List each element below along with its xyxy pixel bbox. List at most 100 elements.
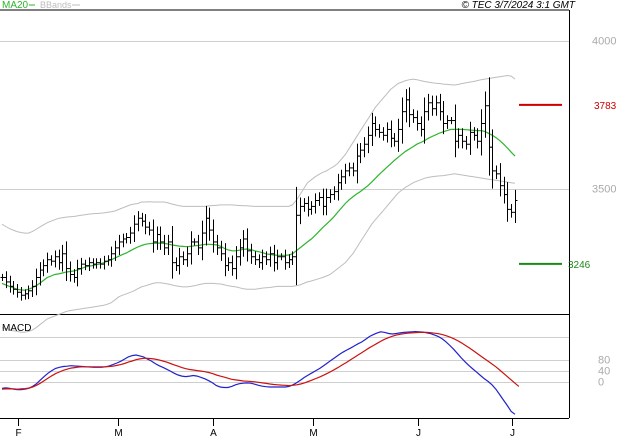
price-bar — [11, 281, 16, 295]
price-bar — [57, 249, 62, 270]
price-bar — [113, 240, 118, 261]
price-bar — [249, 243, 254, 264]
price-bar — [324, 188, 329, 216]
price-bar — [419, 116, 424, 137]
price-bar — [109, 246, 114, 267]
price-bar — [230, 255, 235, 276]
price-bar — [192, 238, 197, 246]
price-bar — [181, 251, 186, 266]
price-bar — [332, 186, 337, 200]
price-bar — [128, 226, 133, 244]
price-bar — [441, 101, 446, 135]
price-bar — [147, 221, 152, 236]
price-bar — [362, 137, 367, 158]
copyright-label: © TEC 3/7/2024 3:1 GMT — [461, 0, 575, 11]
price-bar — [219, 240, 224, 261]
price-bar — [121, 233, 126, 248]
price-bar — [377, 124, 382, 138]
frame — [0, 9, 570, 419]
price-bar — [272, 244, 277, 272]
price-bar — [75, 259, 80, 287]
price-bar — [339, 169, 344, 190]
price-bar — [102, 255, 107, 270]
price-bar — [0, 273, 5, 282]
bollinger-lower-line — [1, 173, 516, 333]
price-bar — [275, 249, 280, 270]
price-bar — [241, 230, 246, 257]
price-bar — [317, 192, 322, 206]
price-bar — [64, 241, 69, 282]
price-bar — [309, 201, 314, 215]
price-bar — [321, 188, 326, 216]
price-bar — [453, 104, 458, 158]
y-tick-label: 4000 — [592, 36, 616, 48]
price-bar — [464, 135, 469, 150]
resistance-label: 3783 — [594, 101, 617, 112]
support-label: 3246 — [568, 260, 591, 271]
price-bar — [49, 255, 54, 266]
gridlines — [0, 41, 569, 383]
x-tick-label: J — [416, 428, 421, 439]
price-bar — [245, 228, 250, 262]
price-bar — [41, 259, 46, 277]
price-bar — [468, 121, 473, 155]
signal-line — [1, 331, 520, 390]
price-bar — [155, 226, 160, 250]
price-bar — [392, 132, 397, 147]
price-bar — [343, 163, 348, 184]
price-bar — [487, 77, 492, 176]
price-bar — [502, 176, 507, 204]
price-bar — [207, 207, 212, 241]
price-bar — [264, 251, 269, 266]
price-bar — [313, 193, 318, 214]
price-bar — [151, 219, 156, 253]
price-bar — [505, 182, 510, 222]
price-bar — [98, 258, 103, 269]
price-bar — [177, 247, 182, 275]
price-bar — [438, 93, 443, 121]
price-bar — [226, 257, 231, 271]
price-bar — [283, 249, 288, 270]
price-bar — [366, 126, 371, 154]
price-bar — [328, 189, 333, 203]
price-bar — [166, 234, 171, 255]
price-bar — [19, 286, 24, 301]
price-bar — [53, 250, 58, 268]
price-bar — [34, 268, 39, 296]
price-bar — [211, 219, 216, 253]
price-bar — [373, 116, 378, 137]
price-bar — [287, 254, 292, 268]
price-bar — [68, 261, 73, 282]
price-bar — [358, 143, 363, 164]
price-bars — [0, 77, 518, 301]
price-bar — [257, 254, 262, 268]
price-bar — [400, 97, 405, 144]
price-bar — [430, 95, 435, 116]
price-bar — [4, 271, 9, 289]
x-tick-label: M — [114, 428, 122, 439]
price-bar — [136, 211, 141, 232]
price-bar — [189, 231, 194, 265]
price-bar — [174, 257, 179, 271]
price-bar — [290, 251, 295, 266]
price-bar — [404, 89, 409, 123]
macd-y-tick-label: 0 — [598, 377, 604, 389]
price-bar — [170, 225, 175, 279]
price-bar — [117, 234, 122, 255]
macd-y-tick-label: 80 — [598, 355, 610, 367]
price-bar — [60, 244, 65, 272]
price-bar — [26, 285, 31, 300]
macd-line — [1, 330, 516, 415]
price-bar — [498, 163, 503, 197]
price-bar — [298, 197, 303, 225]
price-bar — [336, 173, 341, 201]
price-bar — [45, 252, 50, 273]
price-bar — [411, 109, 416, 123]
x-tick-label: M — [309, 428, 317, 439]
price-bar — [215, 234, 220, 255]
price-bar — [306, 196, 311, 217]
price-bar — [302, 198, 307, 212]
price-bar — [355, 143, 360, 184]
price-bar — [79, 257, 84, 275]
